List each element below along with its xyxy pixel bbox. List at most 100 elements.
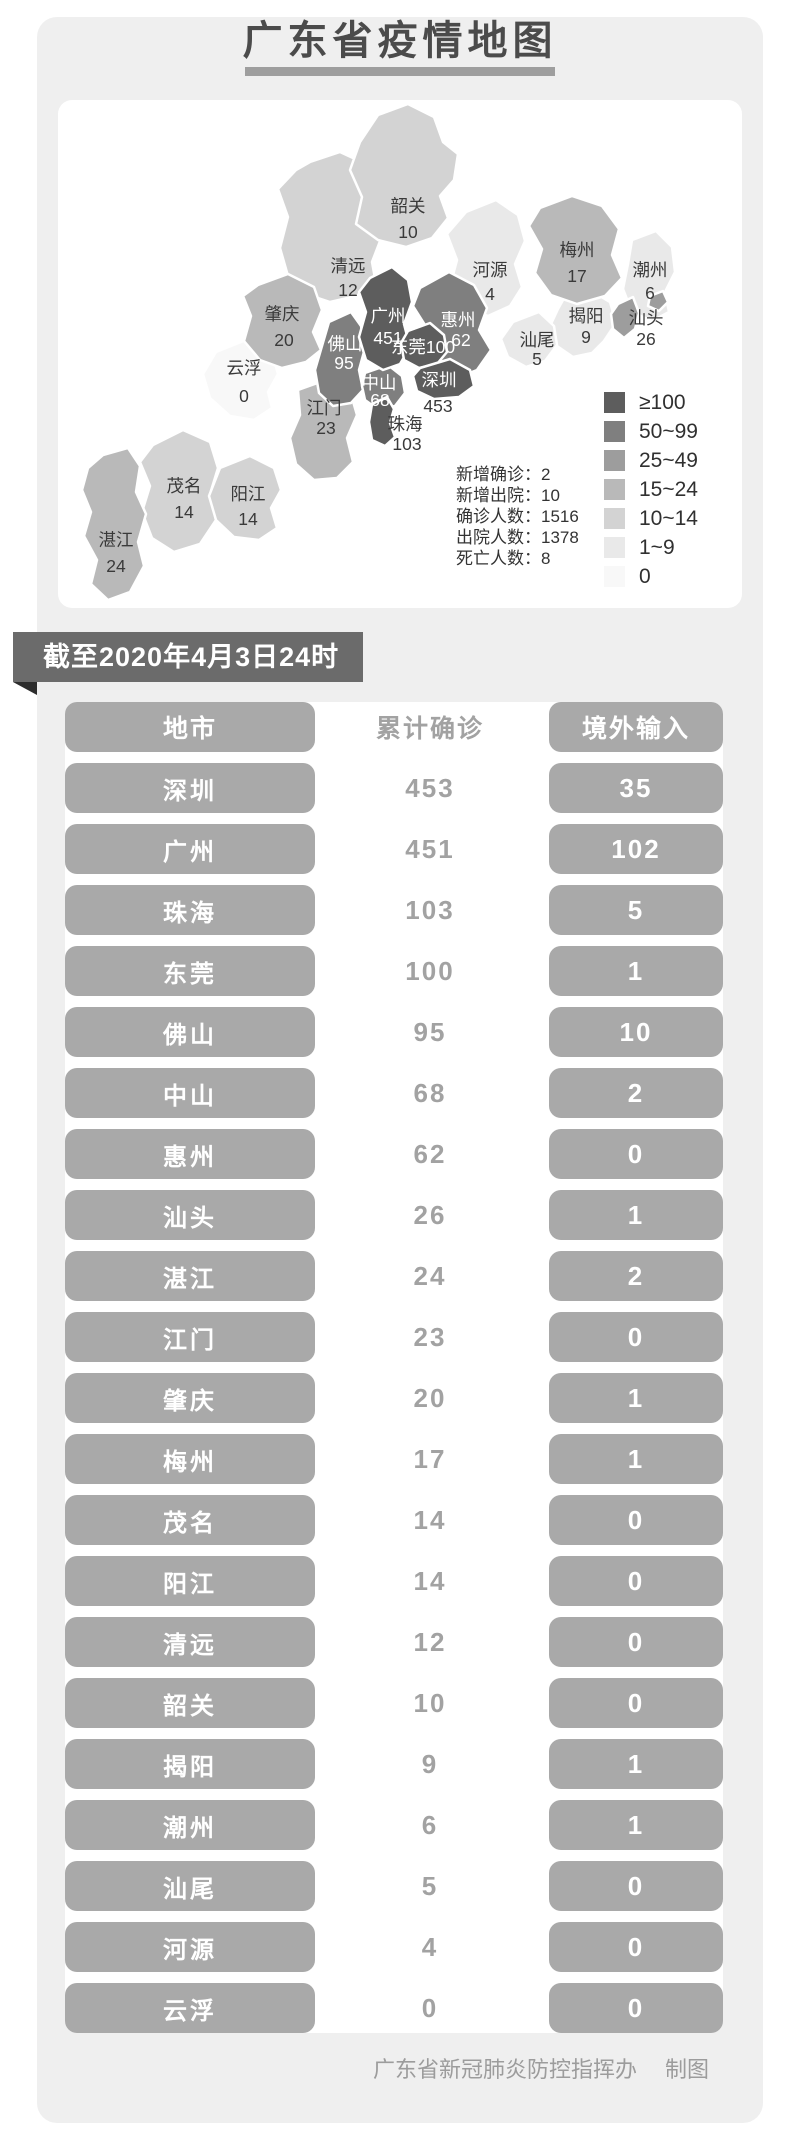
map-region-label: 阳江 — [231, 484, 266, 504]
city-cell: 揭阳 — [65, 1739, 315, 1789]
confirmed-cell: 6 — [421, 1809, 439, 1840]
title-underline — [245, 67, 555, 76]
map-region-label: 中山 — [362, 373, 397, 393]
page-title: 广东省疫情地图 — [242, 19, 558, 63]
city-cell: 广州 — [65, 824, 315, 874]
date-banner: 截至2020年4月3日24时 — [13, 632, 363, 682]
city-cell: 阳江 — [65, 1556, 315, 1606]
map-region-label: 451 — [373, 328, 402, 348]
footer-credit: 广东省新冠肺炎防控指挥办 制图 — [37, 2052, 763, 2084]
confirmed-cell: 14 — [413, 1504, 447, 1535]
legend-label: 15~24 — [639, 477, 698, 501]
map-region-label: 95 — [334, 353, 353, 373]
table-row: 清远 12 0 — [65, 1617, 723, 1667]
map-region-shape — [527, 194, 624, 306]
stat-line: 确诊人数：1516 — [456, 507, 579, 526]
map-region-label: 肇庆 — [265, 304, 300, 324]
imported-cell: 0 — [549, 1983, 723, 2033]
map-region-label: 4 — [485, 284, 495, 304]
imported-cell: 5 — [549, 885, 723, 935]
city-cell: 东莞 — [65, 946, 315, 996]
confirmed-cell: 24 — [413, 1260, 447, 1291]
legend-label: 50~99 — [639, 419, 698, 443]
stat-line: 出院人数：1378 — [456, 528, 579, 547]
table-row: 中山 68 2 — [65, 1068, 723, 1118]
confirmed-cell: 14 — [413, 1565, 447, 1596]
legend-item: 15~24 — [604, 477, 698, 501]
imported-cell: 2 — [549, 1251, 723, 1301]
legend-swatch — [604, 479, 625, 500]
header-city: 地市 — [65, 702, 315, 752]
table-row: 河源 4 0 — [65, 1922, 723, 1972]
legend-item: 50~99 — [604, 419, 698, 443]
imported-cell: 0 — [549, 1922, 723, 1972]
legend-item: ≥100 — [604, 391, 698, 414]
imported-cell: 1 — [549, 1373, 723, 1423]
confirmed-cell: 62 — [413, 1138, 447, 1169]
map-region-label: 惠州 — [441, 310, 476, 330]
map-region-label: 68 — [370, 390, 389, 410]
table-row: 汕头 26 1 — [65, 1190, 723, 1240]
table-row: 梅州 17 1 — [65, 1434, 723, 1484]
map-region-shape — [138, 428, 220, 554]
map-legend: ≥100 50~99 25~49 15~24 10~14 1~9 0 — [604, 391, 698, 595]
table-row: 珠海 103 5 — [65, 885, 723, 935]
legend-swatch — [604, 421, 625, 442]
table-row: 汕尾 5 0 — [65, 1861, 723, 1911]
city-cell: 云浮 — [65, 1983, 315, 2033]
map-region-label: 14 — [174, 502, 194, 522]
map-region-label: 26 — [636, 329, 655, 349]
city-cell: 中山 — [65, 1068, 315, 1118]
confirmed-cell: 453 — [405, 772, 455, 803]
map-card: 云浮 0 河源 4 潮州 6 揭阳 9 汕尾 5 茂名 14 阳江 14 清远 12 韶关 10 湛江 24 江门 23 肇… — [58, 100, 742, 608]
map-region-label: 汕尾 — [520, 330, 555, 350]
city-cell: 清远 — [65, 1617, 315, 1667]
map-region-shape — [357, 265, 414, 372]
table-row: 湛江 24 2 — [65, 1251, 723, 1301]
imported-cell: 0 — [549, 1495, 723, 1545]
imported-cell: 1 — [549, 1800, 723, 1850]
map-region-label: 24 — [106, 556, 126, 576]
legend-label: 0 — [639, 564, 651, 588]
map-region-label: 14 — [238, 509, 258, 529]
map-region-label: 佛山 — [328, 334, 363, 354]
table-row: 东莞 100 1 — [65, 946, 723, 996]
header-confirmed: 累计确诊 — [375, 715, 484, 743]
table-row: 广州 451 102 — [65, 824, 723, 874]
epidemic-table: 地市 累计确诊 境外输入 深圳 453 35 广州 451 102 珠海 103 5 东莞 100 1… — [65, 702, 723, 2033]
legend-label: 10~14 — [639, 506, 698, 530]
table-header-row: 地市 累计确诊 境外输入 — [65, 702, 723, 752]
map-region-label: 12 — [338, 280, 357, 300]
table-row: 惠州 62 0 — [65, 1129, 723, 1179]
confirmed-cell: 12 — [413, 1626, 447, 1657]
table-row: 深圳 453 35 — [65, 763, 723, 813]
city-cell: 茂名 — [65, 1495, 315, 1545]
stat-line: 死亡人数：8 — [456, 549, 551, 568]
city-cell: 潮州 — [65, 1800, 315, 1850]
confirmed-cell: 9 — [421, 1748, 439, 1779]
legend-label: 1~9 — [639, 535, 675, 559]
confirmed-cell: 5 — [421, 1870, 439, 1901]
imported-cell: 1 — [549, 1190, 723, 1240]
imported-cell: 0 — [549, 1556, 723, 1606]
city-cell: 江门 — [65, 1312, 315, 1362]
banner-fold — [13, 682, 37, 695]
map-region-label: 东莞100 — [391, 337, 455, 357]
imported-cell: 0 — [549, 1617, 723, 1667]
confirmed-cell: 10 — [413, 1687, 447, 1718]
map-region-label: 深圳 — [422, 370, 457, 390]
legend-item: 0 — [604, 564, 698, 588]
map-region-label: 汕头 — [629, 308, 664, 328]
imported-cell: 2 — [549, 1068, 723, 1118]
map-region-shape — [499, 310, 559, 369]
table-row: 肇庆 20 1 — [65, 1373, 723, 1423]
map-region-label: 茂名 — [167, 476, 202, 496]
map-region-shape — [241, 272, 324, 370]
map-region-label: 江门 — [307, 398, 342, 418]
legend-swatch — [604, 566, 625, 587]
map-region-label: 20 — [274, 330, 294, 350]
map-region-shape — [313, 310, 367, 408]
map-region-label: 潮州 — [633, 260, 668, 280]
legend-item: 1~9 — [604, 535, 698, 559]
map-region-label: 河源 — [473, 260, 508, 280]
